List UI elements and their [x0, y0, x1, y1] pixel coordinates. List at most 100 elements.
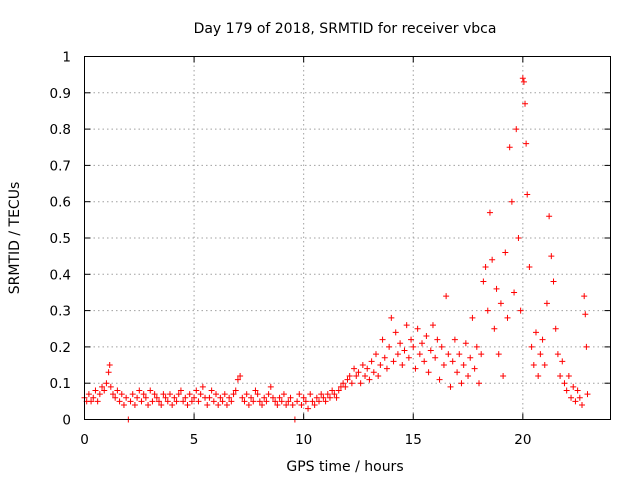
data-point — [254, 391, 261, 398]
y-tick-label: 0.1 — [50, 376, 71, 392]
data-point — [223, 401, 230, 408]
x-tick-label: 20 — [514, 432, 531, 448]
data-point — [414, 325, 421, 332]
x-tick-labels: 0 5 10 15 20 — [80, 432, 531, 448]
data-point — [480, 278, 487, 285]
data-point — [230, 391, 237, 398]
y-tick-label: 1 — [62, 50, 71, 66]
data-point — [403, 322, 410, 329]
data-point — [182, 394, 189, 401]
data-point — [180, 398, 187, 405]
grid-lines — [84, 56, 611, 420]
data-point — [421, 358, 428, 365]
x-tick-label: 5 — [190, 432, 199, 448]
data-point — [423, 333, 430, 340]
data-point — [131, 401, 138, 408]
data-point — [206, 394, 213, 401]
data-point — [482, 264, 489, 271]
data-point — [289, 401, 296, 408]
data-point — [184, 401, 191, 408]
data-point — [372, 351, 379, 358]
data-point — [399, 362, 406, 369]
data-point — [469, 314, 476, 321]
data-point — [160, 391, 167, 398]
data-point — [467, 354, 474, 361]
data-point — [92, 387, 99, 394]
data-point — [550, 278, 557, 285]
data-point — [447, 383, 454, 390]
data-point — [210, 398, 217, 405]
data-point — [539, 336, 546, 343]
data-point — [300, 394, 307, 401]
data-point — [523, 140, 530, 147]
data-point — [476, 380, 482, 387]
data-point — [204, 401, 211, 408]
data-point — [532, 329, 539, 336]
data-point — [136, 387, 143, 394]
data-point — [357, 380, 364, 387]
data-point — [316, 398, 323, 405]
data-point — [561, 380, 568, 387]
data-point — [579, 401, 586, 408]
data-point — [537, 351, 544, 358]
data-point — [109, 391, 116, 398]
data-point — [169, 401, 176, 408]
data-point — [456, 351, 463, 358]
data-point — [85, 391, 92, 398]
data-point — [416, 351, 423, 358]
data-point — [568, 394, 575, 401]
data-point — [106, 362, 113, 369]
data-point — [213, 391, 219, 398]
data-point — [259, 401, 266, 408]
data-point — [513, 126, 520, 133]
data-point — [563, 387, 570, 394]
data-point — [355, 369, 362, 376]
data-point — [250, 398, 257, 405]
data-point — [188, 398, 195, 405]
data-point — [221, 391, 228, 398]
data-point — [234, 376, 241, 383]
data-point — [386, 343, 393, 350]
data-point — [524, 191, 531, 198]
data-point — [88, 398, 95, 405]
data-point — [175, 391, 182, 398]
data-point — [134, 394, 141, 401]
data-point — [105, 369, 112, 376]
data-point — [283, 401, 290, 408]
y-tick-label: 0.5 — [50, 231, 71, 247]
data-point — [252, 387, 259, 394]
data-point — [140, 391, 147, 398]
data-point — [191, 394, 198, 401]
data-point — [522, 100, 529, 107]
data-point — [351, 365, 358, 372]
data-point — [530, 362, 537, 369]
data-point — [438, 343, 445, 350]
data-point — [390, 358, 397, 365]
data-point — [333, 394, 340, 401]
data-point — [320, 394, 327, 401]
y-tick-label: 0.6 — [50, 195, 71, 211]
data-point — [269, 394, 276, 401]
data-point — [296, 391, 303, 398]
data-point — [541, 362, 548, 369]
data-point — [559, 358, 566, 365]
data-point — [465, 372, 472, 379]
data-point — [535, 372, 542, 379]
data-point — [267, 383, 274, 390]
data-point — [526, 264, 533, 271]
data-point — [583, 343, 590, 350]
data-point — [237, 372, 244, 379]
data-point — [565, 372, 572, 379]
data-point — [366, 376, 373, 383]
data-point — [576, 394, 583, 401]
data-point — [425, 369, 432, 376]
x-tick-label: 10 — [295, 432, 312, 448]
data-point — [364, 365, 371, 372]
data-point — [506, 144, 513, 151]
data-point — [412, 365, 419, 372]
data-point — [377, 362, 384, 369]
data-point — [370, 369, 377, 376]
data-point — [344, 376, 351, 383]
y-tick-label: 0.2 — [50, 340, 71, 356]
